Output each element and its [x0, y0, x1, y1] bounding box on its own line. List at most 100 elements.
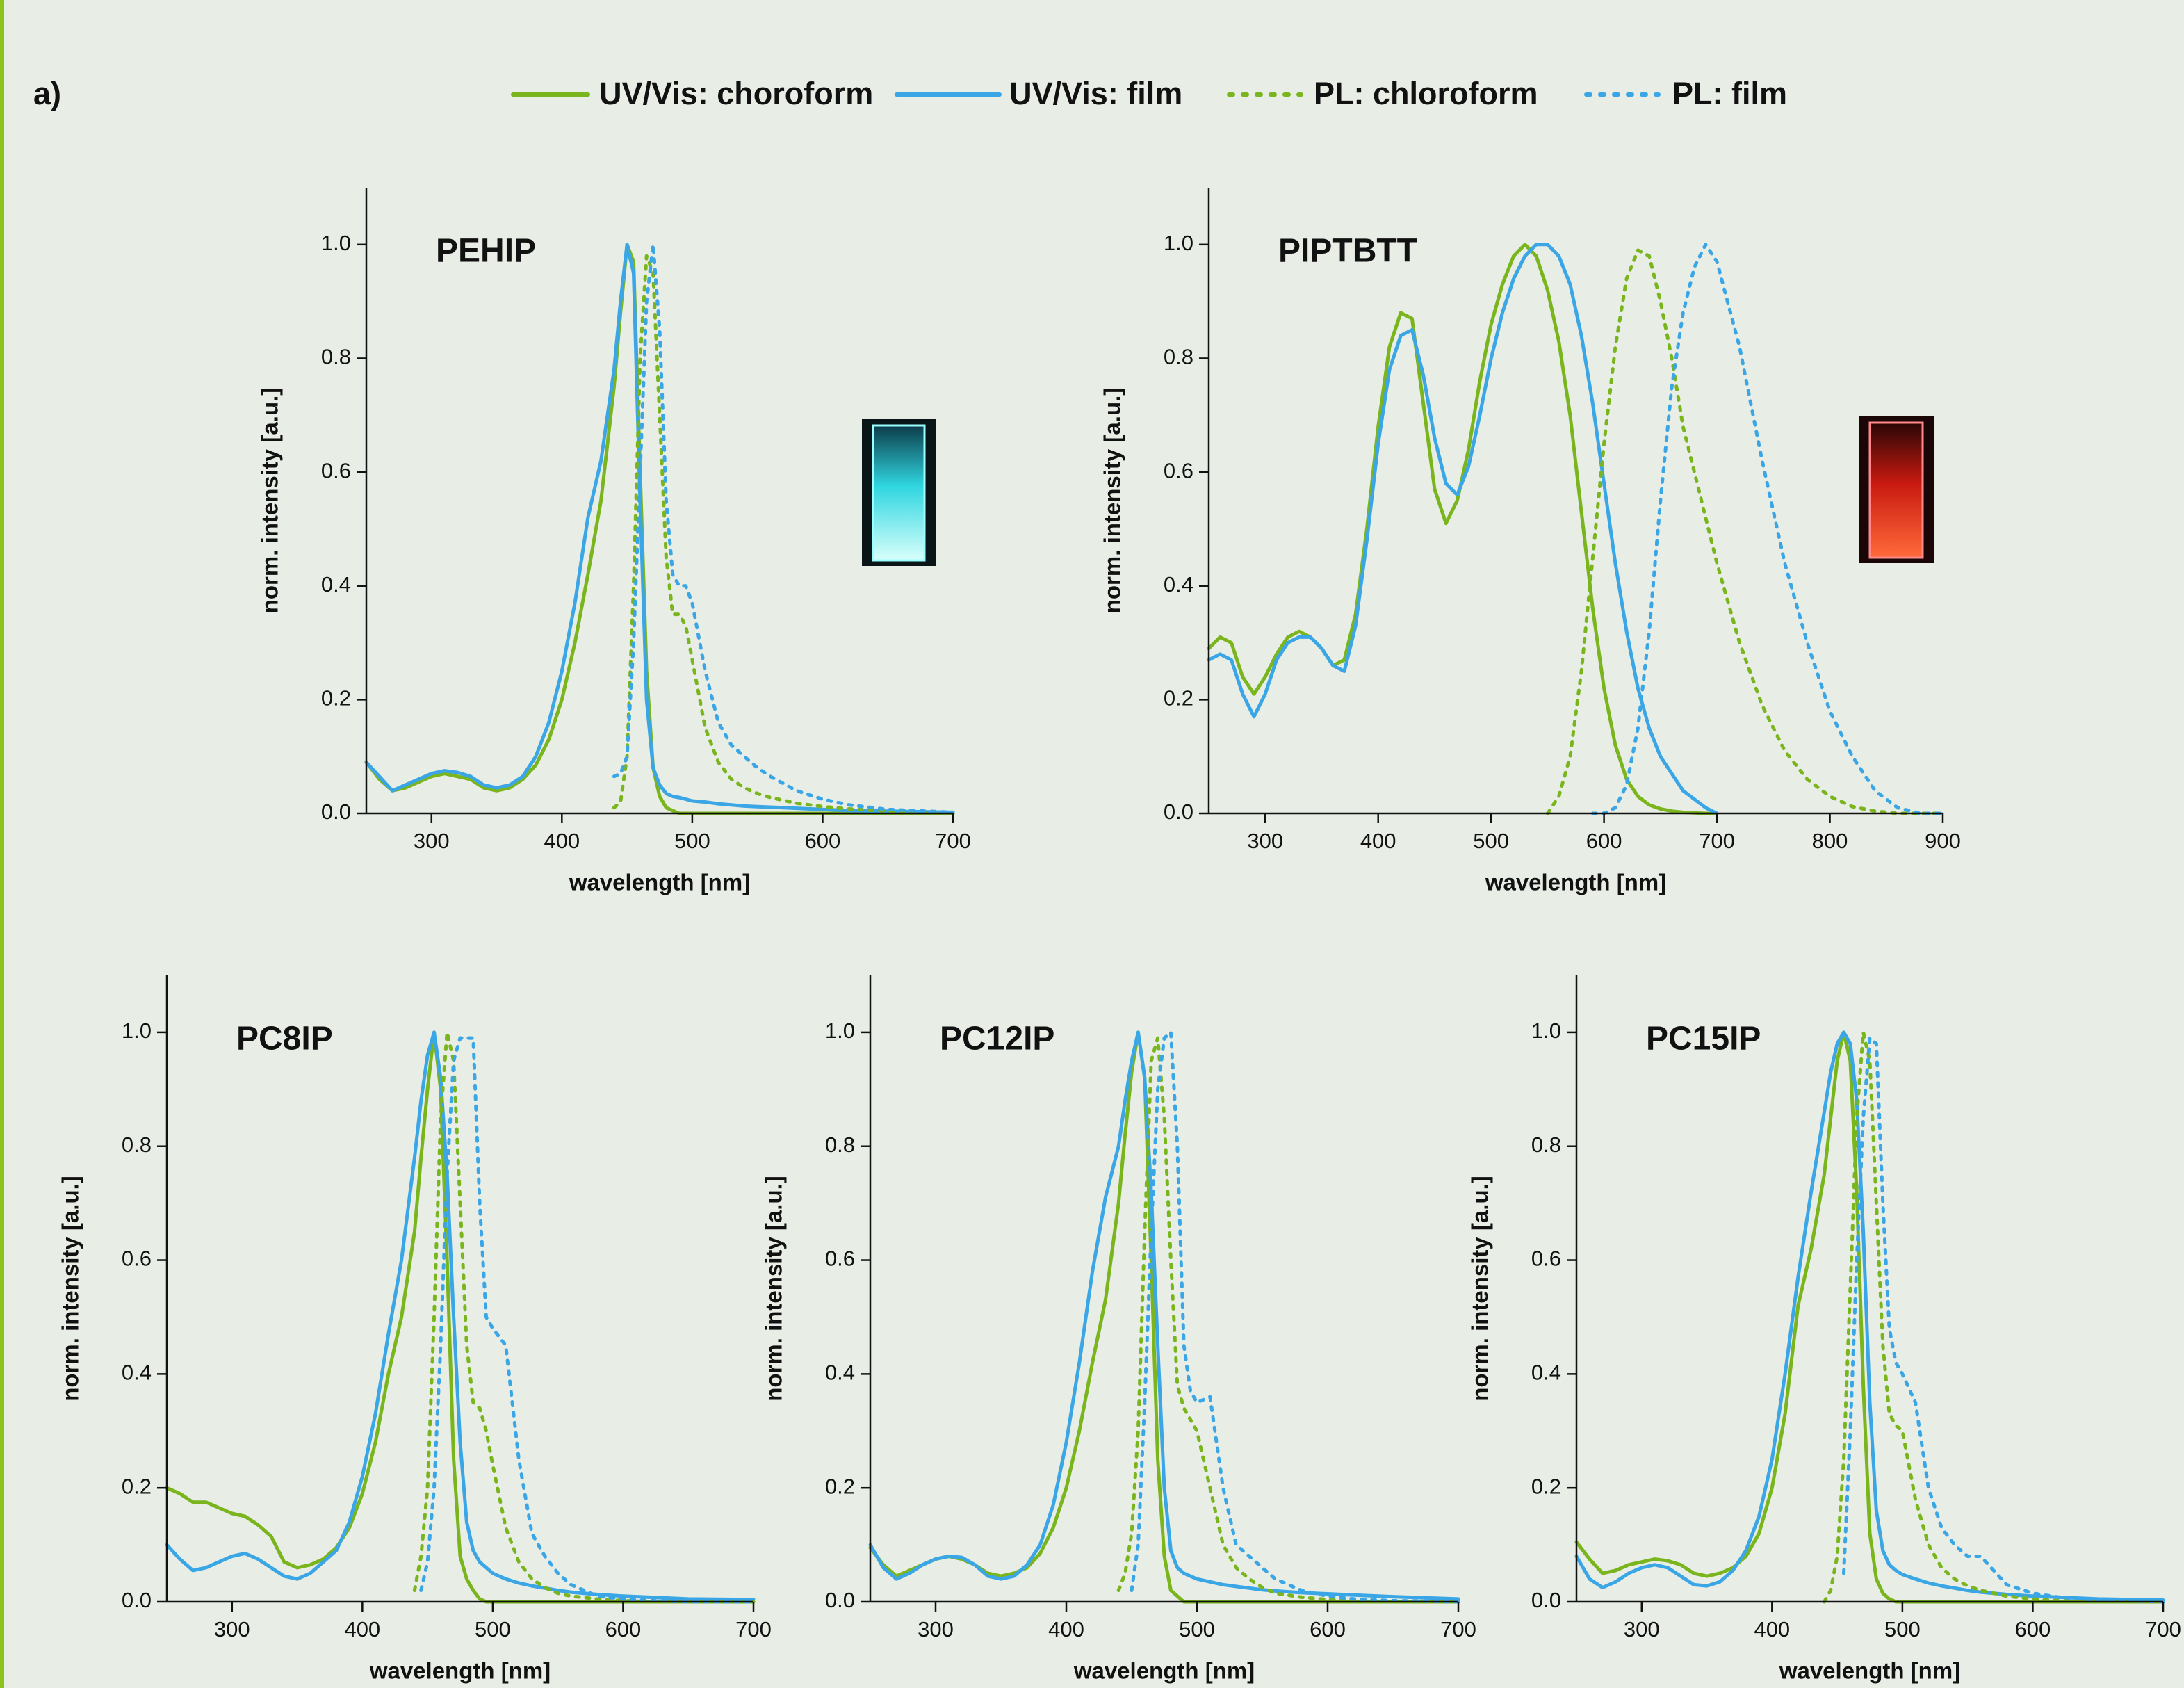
x-tick-label: 700	[1440, 1617, 1476, 1641]
side-border	[0, 0, 4, 1688]
x-axis-label: wavelength [nm]	[369, 1658, 551, 1684]
plot: 0.0 0.2 0.4 0.6 0.8 1.0 300 400 500 600 700 wavelen…	[761, 975, 1476, 1684]
inset-photo	[1859, 416, 1934, 563]
x-tick-label: 300	[1624, 1617, 1660, 1641]
y-tick-label: 0.2	[825, 1474, 855, 1498]
x-tick-label: 900	[1925, 829, 1961, 853]
y-tick-label: 0.2	[1164, 686, 1193, 711]
x-tick-label: 700	[2145, 1617, 2181, 1641]
x-tick-label: 300	[918, 1617, 954, 1641]
y-tick-label: 0.6	[1531, 1247, 1561, 1271]
y-tick-label: 0.8	[1164, 345, 1193, 369]
series-line	[1590, 243, 1945, 815]
x-tick-label: 300	[1247, 829, 1283, 853]
y-tick-label: 0.4	[1164, 572, 1193, 597]
y-tick-label: 0.4	[825, 1361, 855, 1385]
y-tick-label: 0.4	[122, 1361, 152, 1385]
x-tick-label: 600	[605, 1617, 642, 1641]
y-axis-label: norm. intensity [a.u.]	[1100, 388, 1125, 614]
y-tick-label: 1.0	[825, 1019, 855, 1043]
x-tick-label: 700	[935, 829, 971, 853]
y-tick-label: 0.0	[1164, 800, 1193, 824]
series-line	[1822, 1030, 2165, 1604]
x-tick-label: 400	[344, 1617, 380, 1641]
series-line	[1130, 1030, 1460, 1604]
x-tick-label: 600	[1586, 829, 1622, 853]
plot: 0.0 0.2 0.4 0.6 0.8 1.0 300 400 500 600 700 wavelen…	[58, 975, 772, 1684]
chart-title: PC15IP	[1646, 1021, 1761, 1057]
y-tick-label: 0.8	[122, 1133, 152, 1157]
series-line	[412, 1030, 756, 1604]
y-tick-label: 0.6	[825, 1247, 855, 1271]
x-axis-label: wavelength [nm]	[1073, 1658, 1255, 1684]
chart-title: PC8IP	[236, 1021, 333, 1057]
x-tick-label: 500	[475, 1617, 511, 1641]
chart-title: PC12IP	[940, 1021, 1054, 1057]
x-tick-label: 700	[1699, 829, 1735, 853]
y-tick-label: 0.2	[1531, 1474, 1561, 1498]
y-tick-label: 1.0	[1164, 231, 1193, 255]
x-tick-label: 700	[735, 1617, 772, 1641]
series-line	[612, 243, 955, 814]
y-tick-label: 0.4	[1531, 1361, 1561, 1385]
y-tick-label: 0.6	[1164, 458, 1193, 482]
x-tick-label: 500	[1884, 1617, 1921, 1641]
y-tick-label: 0.8	[1531, 1133, 1561, 1157]
y-tick-label: 0.0	[1531, 1588, 1561, 1612]
x-tick-label: 500	[674, 829, 710, 853]
series-line	[868, 1030, 1460, 1601]
y-tick-label: 0.2	[122, 1474, 152, 1498]
y-tick-label: 0.6	[122, 1247, 152, 1271]
y-tick-label: 0.8	[825, 1133, 855, 1157]
x-tick-label: 400	[544, 829, 580, 853]
panel-label: a)	[33, 76, 61, 111]
legend-label: UV/Vis: choroform	[599, 76, 873, 111]
y-tick-label: 1.0	[122, 1019, 152, 1043]
x-tick-label: 400	[1048, 1617, 1084, 1641]
y-axis-label: norm. intensity [a.u.]	[1467, 1176, 1493, 1402]
y-tick-label: 0.0	[321, 800, 351, 824]
y-tick-label: 0.8	[321, 345, 351, 369]
series-line	[419, 1036, 756, 1604]
x-tick-label: 600	[805, 829, 841, 853]
x-tick-label: 400	[1754, 1617, 1790, 1641]
x-axis-label: wavelength [nm]	[569, 870, 750, 895]
x-tick-label: 300	[414, 829, 450, 853]
x-axis-label: wavelength [nm]	[1779, 1658, 1960, 1684]
inset-photo	[862, 419, 936, 566]
x-tick-label: 400	[1360, 829, 1396, 853]
x-tick-label: 300	[214, 1617, 250, 1641]
x-tick-label: 800	[1812, 829, 1848, 853]
series-line	[612, 254, 955, 815]
x-tick-label: 500	[1473, 829, 1509, 853]
series-line	[1207, 243, 1719, 815]
plot: 0.0 0.2 0.4 0.6 0.8 1.0 300 400 500 600 700 wavelen…	[1467, 975, 2181, 1684]
series-line	[1207, 243, 1719, 815]
y-tick-label: 0.0	[122, 1588, 152, 1612]
x-tick-label: 600	[2015, 1617, 2051, 1641]
series-line	[1116, 1036, 1460, 1604]
x-tick-label: 500	[1179, 1617, 1215, 1641]
y-tick-label: 0.2	[321, 686, 351, 711]
chart-title: PEHIP	[436, 232, 536, 269]
y-tick-label: 1.0	[321, 231, 351, 255]
x-tick-label: 600	[1310, 1617, 1346, 1641]
legend: UV/Vis: choroform UV/Vis: film PL: chlorof…	[511, 76, 1787, 111]
series-line	[1545, 248, 1945, 815]
series-line	[1574, 1030, 2165, 1602]
plot: 0.0 0.2 0.4 0.6 0.8 1.0 300 400 500 600 700 800 900 w…	[1100, 188, 1961, 895]
y-axis-label: norm. intensity [a.u.]	[761, 1176, 787, 1402]
y-axis-label: norm. intensity [a.u.]	[257, 388, 283, 614]
y-tick-label: 0.0	[825, 1588, 855, 1612]
x-axis-label: wavelength [nm]	[1485, 870, 1666, 895]
legend-label: UV/Vis: film	[1009, 76, 1182, 111]
series-line	[364, 243, 955, 814]
y-tick-label: 0.4	[321, 572, 351, 597]
y-tick-label: 0.6	[321, 458, 351, 482]
plot: 0.0 0.2 0.4 0.6 0.8 1.0 300 400 500 600 700 wavelen…	[257, 188, 971, 895]
y-tick-label: 1.0	[1531, 1019, 1561, 1043]
chart-title: PIPTBTT	[1278, 232, 1417, 269]
